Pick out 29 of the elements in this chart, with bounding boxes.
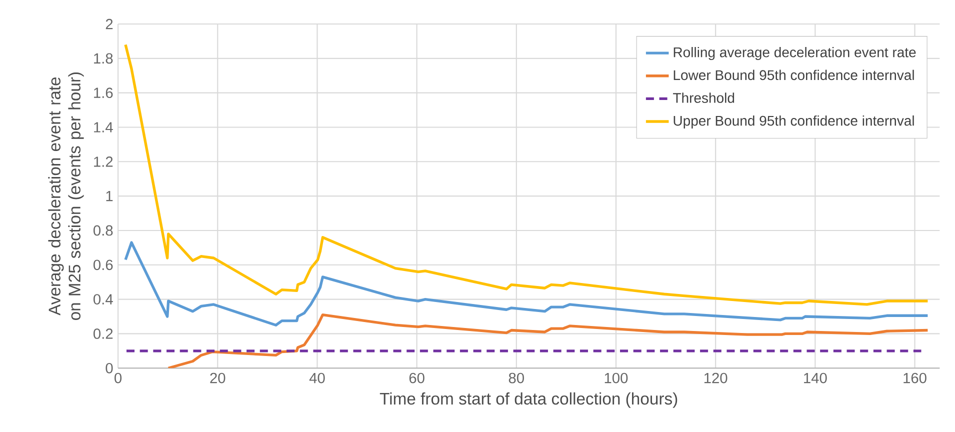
y-tick-label: 0.8	[94, 225, 113, 236]
x-tick-label: 120	[704, 372, 728, 384]
y-tick-label: 1.2	[94, 156, 113, 167]
x-tick-label: 160	[904, 372, 926, 384]
y-tick-label: 0.4	[94, 294, 113, 304]
y-tick-label: 1.6	[94, 88, 113, 98]
x-tick-label: 140	[804, 372, 827, 384]
line-series	[124, 43, 930, 306]
y-tick-label: 0.2	[94, 328, 113, 339]
legend-label: Upper Bound 95th confidence internval	[674, 115, 914, 128]
y-tick-label: 0.6	[94, 260, 113, 270]
x-tick-label: 80	[508, 372, 524, 384]
y-tick-label: 1.8	[94, 53, 113, 64]
y-tick-label: 1.4	[94, 122, 113, 132]
x-tick-label: 40	[309, 372, 325, 384]
line-series	[167, 313, 930, 368]
x-tick-label: 0	[114, 372, 122, 384]
x-tick-label: 100	[604, 372, 628, 384]
legend-label: Rolling average deceleration event rate	[674, 46, 916, 60]
y-tick-label: 2	[106, 18, 113, 30]
legend-label: Lower Bound 95th confidence internval	[674, 70, 914, 80]
line-series	[124, 241, 930, 326]
x-axis-title: Time from start of data collection (hours)	[380, 392, 678, 408]
x-tick-label: 20	[210, 372, 226, 384]
y-tick-label: 1	[106, 190, 113, 202]
y-tick-label: 0	[106, 362, 113, 374]
y-axis-title: Average deceleration event rate on M25 section (events per hour)	[48, 72, 84, 320]
x-tick-label: 60	[409, 372, 424, 384]
legend-label: Threshold	[673, 92, 734, 103]
